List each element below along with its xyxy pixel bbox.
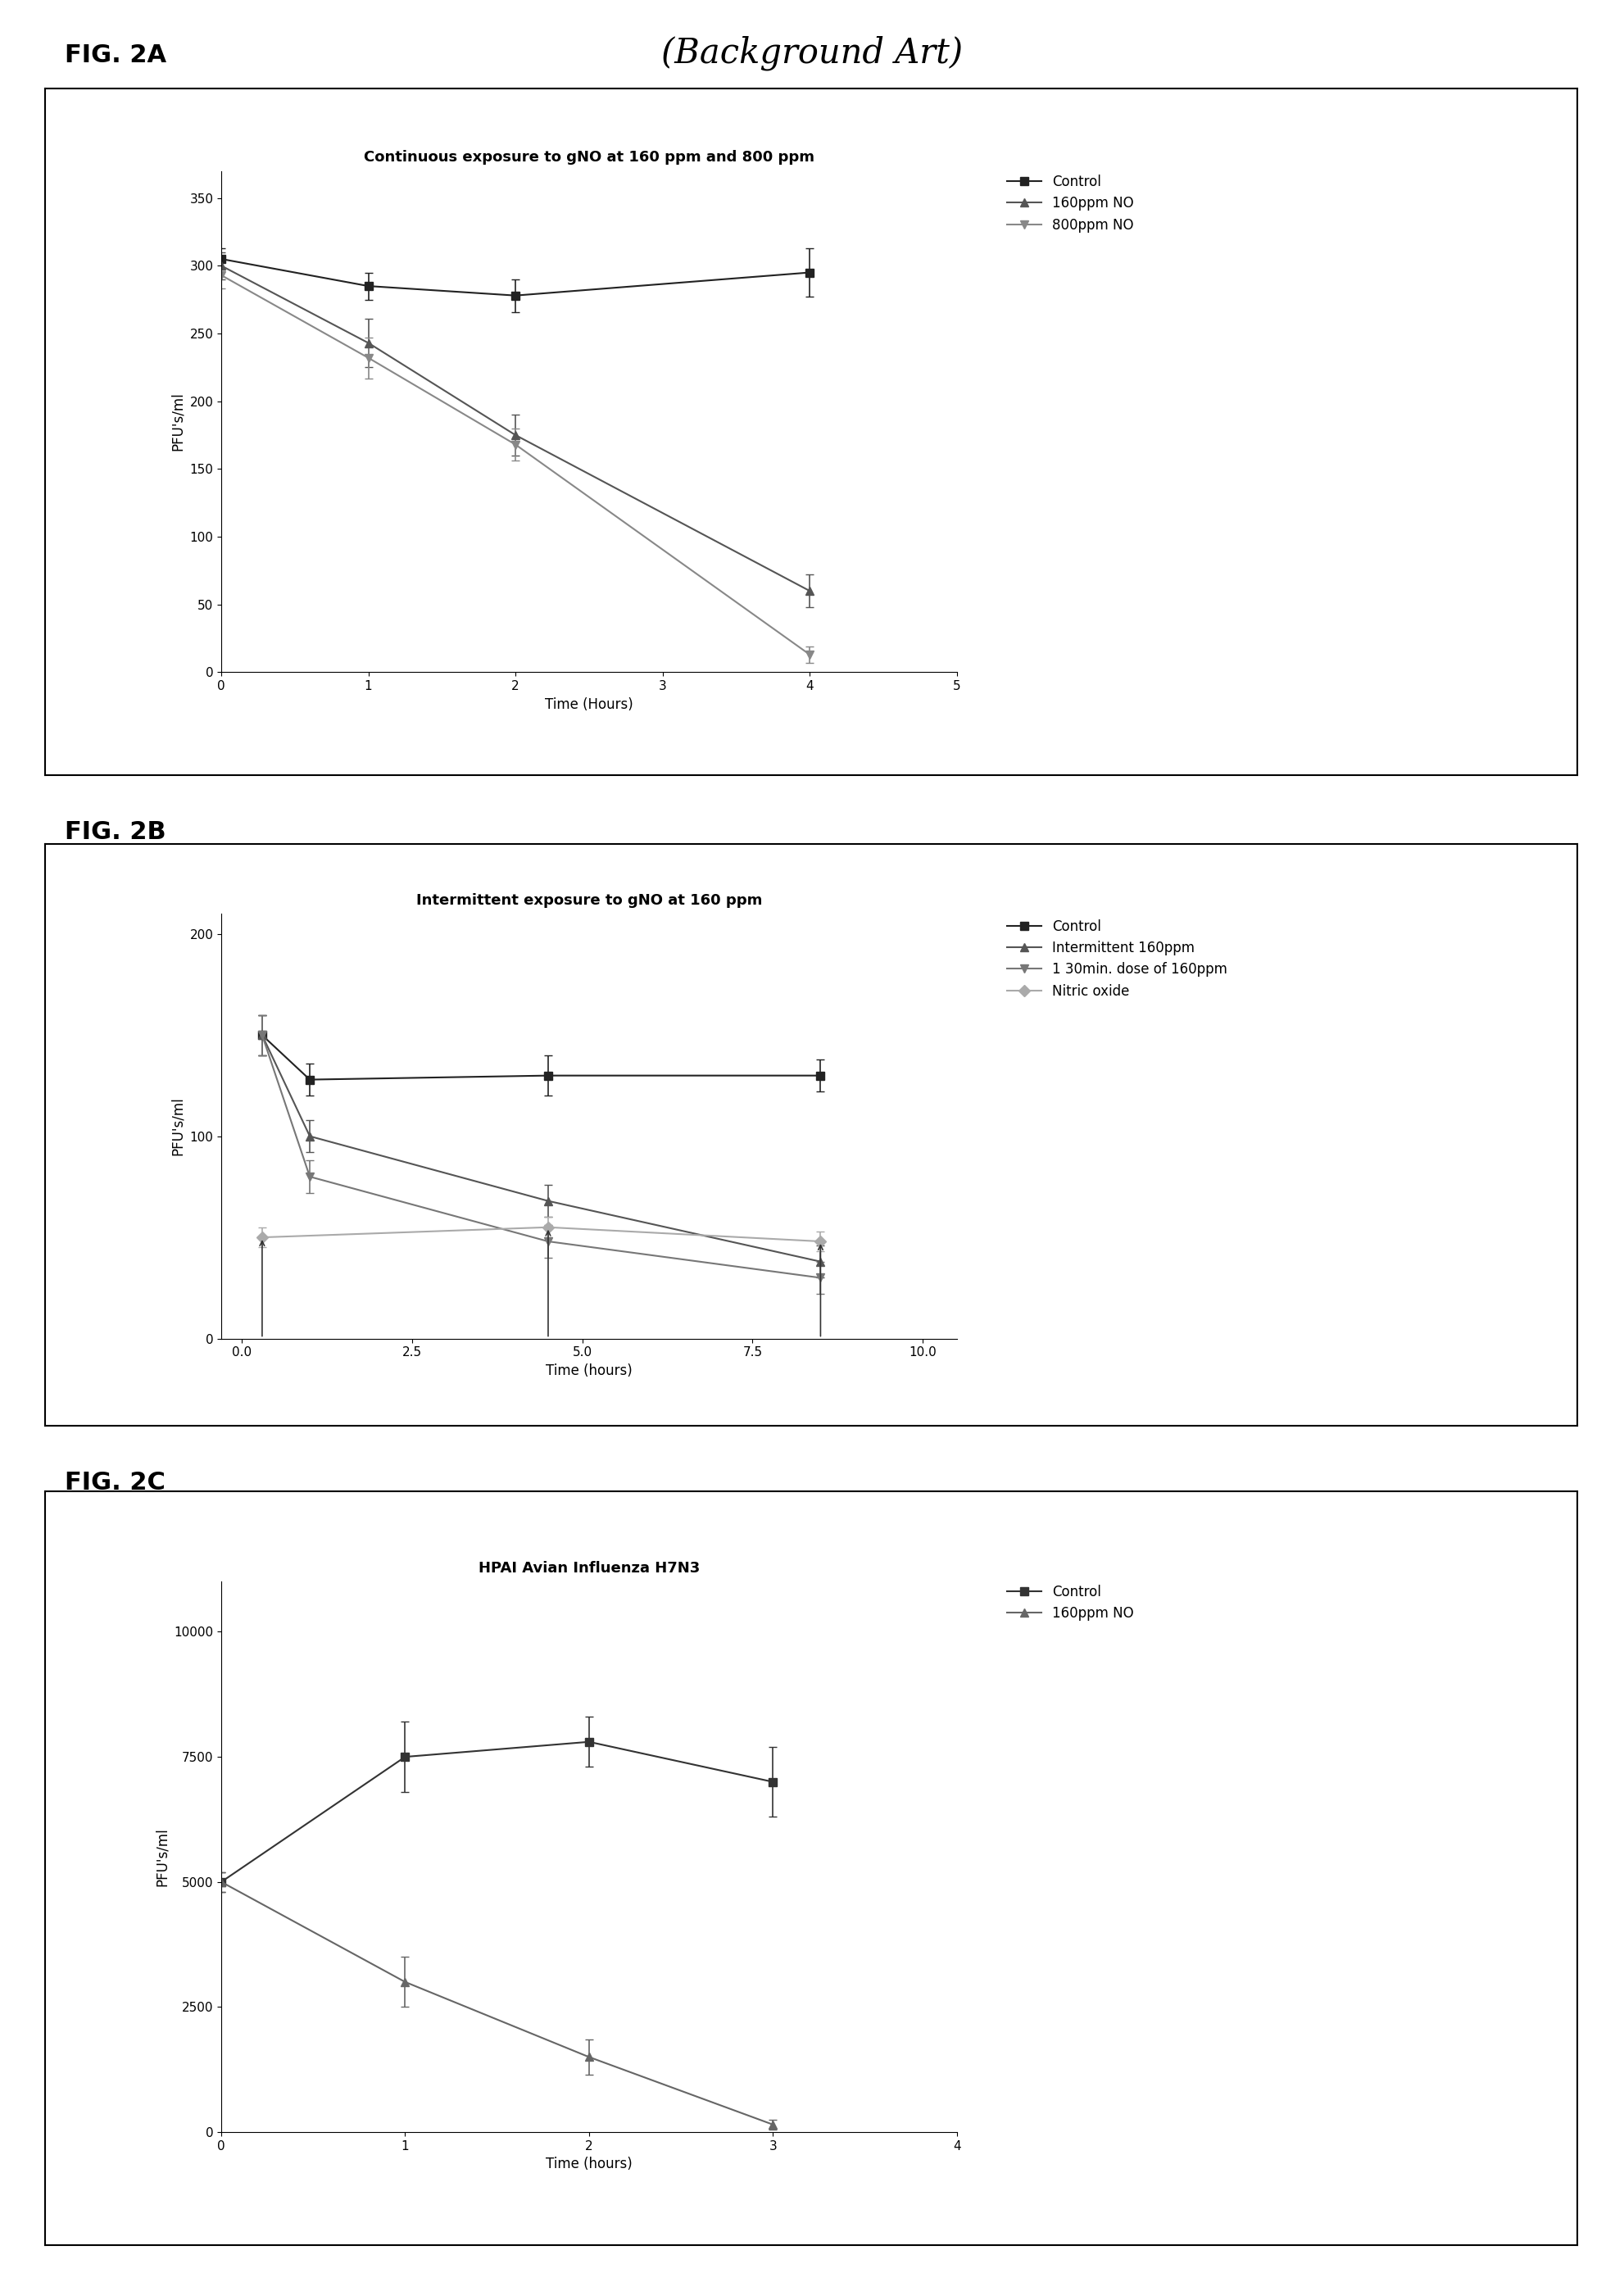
Y-axis label: PFU's/ml: PFU's/ml	[171, 1098, 185, 1155]
Y-axis label: PFU's/ml: PFU's/ml	[171, 393, 185, 452]
Legend: Control, 160ppm NO: Control, 160ppm NO	[1000, 1577, 1140, 1627]
Text: (Background Art): (Background Art)	[661, 37, 963, 71]
Text: FIG. 2C: FIG. 2C	[65, 1472, 166, 1495]
Legend: Control, Intermittent 160ppm, 1 30min. dose of 160ppm, Nitric oxide: Control, Intermittent 160ppm, 1 30min. d…	[1000, 913, 1234, 1006]
Title: Continuous exposure to gNO at 160 ppm and 800 ppm: Continuous exposure to gNO at 160 ppm an…	[364, 151, 814, 164]
Title: HPAI Avian Influenza H7N3: HPAI Avian Influenza H7N3	[477, 1561, 700, 1577]
Title: Intermittent exposure to gNO at 160 ppm: Intermittent exposure to gNO at 160 ppm	[416, 892, 762, 908]
Text: FIG. 2B: FIG. 2B	[65, 819, 166, 844]
X-axis label: Time (hours): Time (hours)	[546, 2156, 632, 2172]
X-axis label: Time (hours): Time (hours)	[546, 1362, 632, 1378]
Y-axis label: PFU's/ml: PFU's/ml	[154, 1828, 169, 1887]
X-axis label: Time (Hours): Time (Hours)	[544, 696, 633, 712]
Text: FIG. 2A: FIG. 2A	[65, 43, 167, 68]
Legend: Control, 160ppm NO, 800ppm NO: Control, 160ppm NO, 800ppm NO	[1000, 167, 1140, 240]
